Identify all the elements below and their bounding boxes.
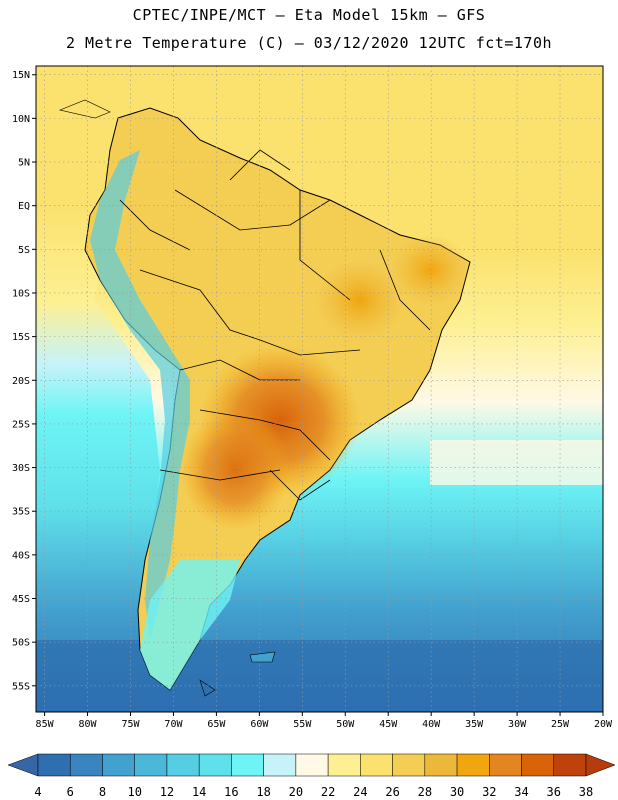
plot-frame	[35, 65, 604, 713]
colorbar-label: 4	[34, 785, 41, 799]
lon-tick-label: 80W	[79, 719, 98, 730]
colorbar-label: 20	[289, 785, 303, 799]
colorbar-label: 14	[192, 785, 206, 799]
colorbar-swatch	[521, 753, 555, 777]
colorbar-swatch	[489, 753, 522, 777]
colorbar-label: 8	[99, 785, 106, 799]
patagonia-cool-zone	[140, 560, 240, 690]
lon-tick-label: 25W	[551, 719, 570, 730]
colorbar-label: 22	[321, 785, 335, 799]
lon-tick-label: 65W	[207, 719, 226, 730]
colorbar-label: 6	[67, 785, 74, 799]
lon-tick-label: 60W	[250, 719, 269, 730]
lat-tick-label: 30S	[12, 463, 30, 474]
colorbar-label: 26	[385, 785, 399, 799]
lat-tick-label: 5N	[18, 158, 30, 169]
lat-tick-label: 20S	[12, 376, 30, 387]
lon-tick-label: 75W	[121, 719, 140, 730]
lat-tick-label: 50S	[12, 638, 30, 649]
colorbar-swatch	[392, 753, 426, 777]
colorbar-label: 18	[256, 785, 270, 799]
lon-tick-label: 20W	[594, 719, 613, 730]
lat-tick-label: 40S	[12, 550, 30, 561]
lat-tick-label: 35S	[12, 507, 30, 518]
colorbar-label: 16	[224, 785, 238, 799]
hotspot-chaco	[180, 410, 290, 530]
colorbar-swatch	[327, 753, 361, 777]
lat-tick-label: 45S	[12, 594, 30, 605]
colorbar-high-arrow	[585, 753, 616, 777]
lon-tick-label: 30W	[508, 719, 527, 730]
colorbar-low-arrow	[7, 753, 39, 777]
lon-tick-label: 40W	[422, 719, 441, 730]
map-title-line1: CPTEC/INPE/MCT – Eta Model 15km – GFS	[132, 6, 486, 24]
lon-tick-label: 55W	[293, 719, 312, 730]
colorbar: 4 6 8 10 12 14 16 18 20 22 24 26 28 30 32 34 36 38	[7, 753, 616, 799]
colorbar-label: 12	[160, 785, 174, 799]
lat-tick-label: 25S	[12, 419, 30, 430]
warm-zone-northeast-brazil	[390, 235, 470, 305]
lat-tick-label: 15N	[12, 70, 30, 81]
lat-tick-label: 5S	[18, 245, 30, 256]
colorbar-label: 32	[482, 785, 496, 799]
colorbar-label: 34	[514, 785, 528, 799]
colorbar-swatch	[231, 753, 264, 777]
colorbar-label: 36	[547, 785, 561, 799]
lat-tick-label: 10S	[12, 288, 30, 299]
lat-tick-label: 10N	[12, 114, 30, 125]
colorbar-swatch	[102, 753, 135, 777]
lon-tick-label: 70W	[164, 719, 183, 730]
colorbar-label: 28	[418, 785, 432, 799]
colorbar-label: 38	[579, 785, 593, 799]
colorbar-swatch	[456, 753, 490, 777]
colorbar-swatch	[553, 753, 587, 777]
lon-tick-label: 50W	[336, 719, 355, 730]
colorbar-swatch	[295, 753, 329, 777]
lat-tick-label: 15S	[12, 332, 30, 343]
lon-tick-label: 35W	[465, 719, 484, 730]
lat-tick-label: 55S	[12, 681, 30, 692]
lat-tick-label: EQ	[18, 201, 30, 212]
pacific-ocean-field	[36, 200, 160, 712]
colorbar-swatch	[37, 753, 71, 777]
colorbar-swatch	[263, 753, 297, 777]
colorbar-swatch	[360, 753, 393, 777]
lon-tick-label: 85W	[36, 719, 55, 730]
lon-tick-label: 45W	[379, 719, 398, 730]
map-title-line2: 2 Metre Temperature (C) – 03/12/2020 12U…	[65, 34, 553, 52]
colorbar-label: 10	[127, 785, 141, 799]
colorbar-label: 24	[353, 785, 367, 799]
andes-cool-band	[90, 150, 190, 640]
colorbar-swatch	[69, 753, 103, 777]
colorbar-swatch	[424, 753, 458, 777]
colorbar-swatch	[166, 753, 200, 777]
colorbar-label: 30	[450, 785, 464, 799]
warm-zone-central-brazil	[315, 260, 405, 340]
colorbar-swatch	[134, 753, 168, 777]
colorbar-swatch	[198, 753, 232, 777]
